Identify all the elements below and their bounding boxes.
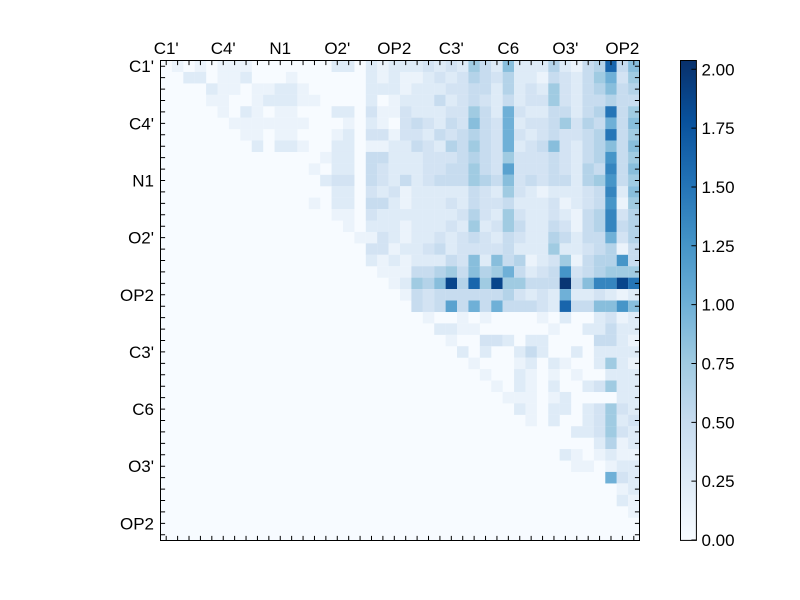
svg-text:N1: N1 (269, 39, 291, 58)
svg-text:N1: N1 (132, 172, 154, 191)
svg-text:OP2: OP2 (120, 514, 154, 533)
svg-text:O3': O3' (552, 39, 578, 58)
svg-text:0.25: 0.25 (702, 472, 735, 491)
svg-text:C3': C3' (129, 343, 154, 362)
svg-text:C6: C6 (132, 400, 154, 419)
svg-text:C3': C3' (439, 39, 464, 58)
svg-text:C1': C1' (154, 39, 179, 58)
svg-text:O2': O2' (128, 229, 154, 248)
svg-text:OP2: OP2 (605, 39, 639, 58)
svg-text:1.25: 1.25 (702, 237, 735, 256)
svg-text:C6: C6 (497, 39, 519, 58)
svg-text:0.00: 0.00 (702, 531, 735, 550)
svg-text:OP2: OP2 (120, 286, 154, 305)
svg-text:2.00: 2.00 (702, 60, 735, 79)
svg-text:O3': O3' (128, 457, 154, 476)
svg-text:0.75: 0.75 (702, 355, 735, 374)
svg-text:1.00: 1.00 (702, 296, 735, 315)
svg-text:1.75: 1.75 (702, 119, 735, 138)
svg-text:C4': C4' (129, 114, 154, 133)
svg-text:O2': O2' (324, 39, 350, 58)
svg-text:C4': C4' (211, 39, 236, 58)
svg-text:1.50: 1.50 (702, 178, 735, 197)
svg-text:0.50: 0.50 (702, 413, 735, 432)
svg-text:OP2: OP2 (377, 39, 411, 58)
svg-text:C1': C1' (129, 57, 154, 76)
